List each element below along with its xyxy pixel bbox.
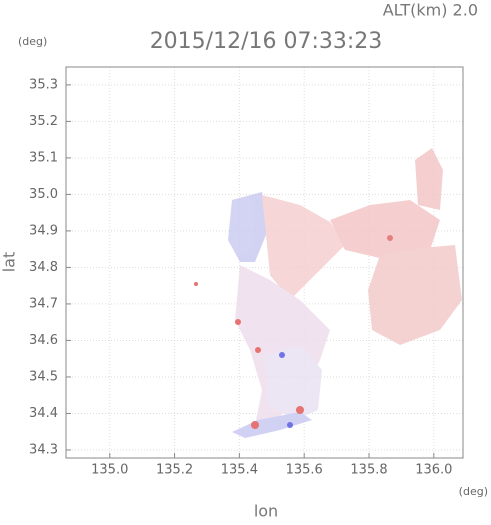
chart-title: 2015/12/16 07:33:23 [150, 29, 383, 54]
x-tick-label: 135.4 [221, 463, 258, 478]
echo-cell [287, 422, 293, 428]
echo-cell [251, 421, 259, 429]
echo-cell [279, 352, 285, 358]
y-tick-label: 35.1 [29, 150, 58, 165]
echo-region [368, 245, 462, 345]
echo-cell [235, 319, 241, 325]
y-tick-label: 35.3 [29, 77, 58, 92]
echo-cell [387, 235, 393, 241]
echo-field [194, 148, 462, 438]
echo-cell [296, 406, 304, 414]
x-tick-label: 135.6 [286, 463, 323, 478]
y-tick-label: 34.5 [29, 369, 58, 384]
y-axis-label: lat [0, 252, 19, 273]
y-tick-label: 34.9 [29, 223, 58, 238]
y-tick-label: 34.7 [29, 296, 58, 311]
y-tick-label: 35.2 [29, 114, 58, 129]
x-tick-label: 135.8 [350, 463, 387, 478]
echo-region [330, 200, 440, 258]
echo-cell [194, 282, 198, 286]
echo-region [228, 192, 268, 262]
y-tick-label: 34.4 [29, 406, 58, 421]
y-tick-label: 34.6 [29, 333, 58, 348]
x-unit: (deg) [459, 485, 488, 498]
altitude-label: ALT(km) 2.0 [383, 1, 478, 20]
echo-region [265, 345, 322, 420]
x-tick-label: 135.0 [91, 463, 128, 478]
y-tick-label: 34.3 [29, 442, 58, 457]
x-tick-label: 136.0 [415, 463, 452, 478]
y-tick-label: 35.0 [29, 187, 58, 202]
y-unit: (deg) [18, 35, 47, 48]
echo-region [415, 148, 443, 210]
echo-region [232, 412, 312, 438]
echo-region [262, 195, 345, 300]
echo-cell [255, 347, 261, 353]
plot-frame [65, 66, 464, 459]
x-tick-label: 135.2 [156, 463, 193, 478]
x-axis-label: lon [254, 502, 278, 521]
y-tick-label: 34.8 [29, 260, 58, 275]
